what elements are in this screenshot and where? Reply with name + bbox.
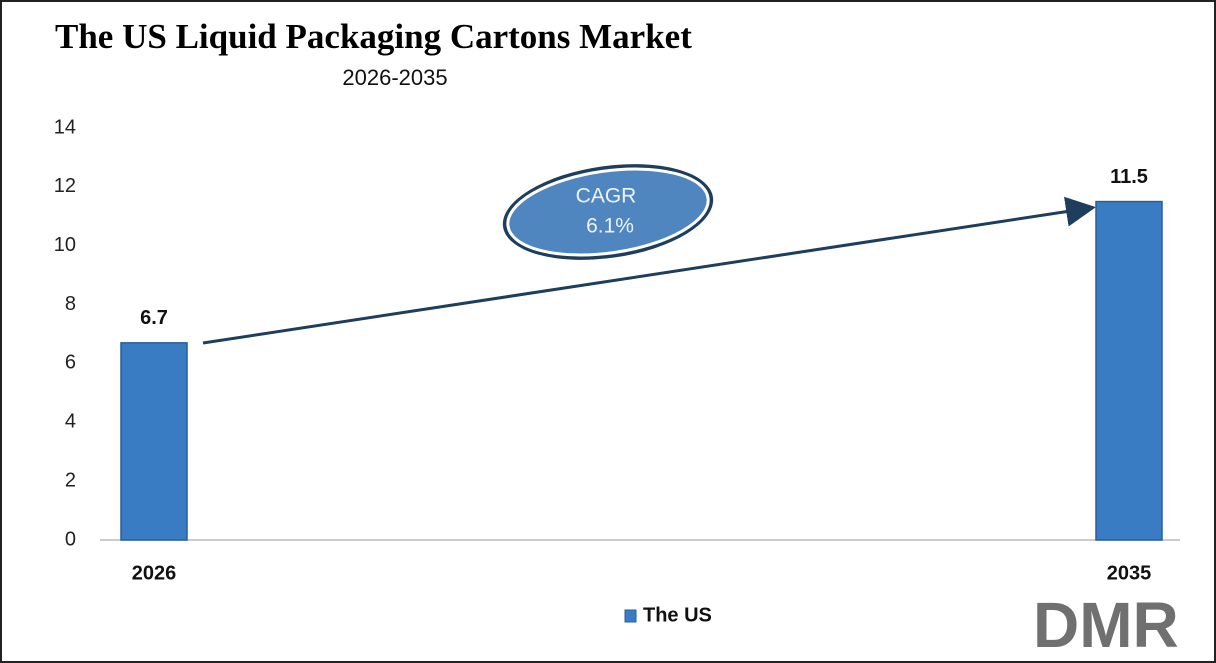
y-tick-label: 12 xyxy=(54,175,76,197)
cagr-ellipse xyxy=(506,167,710,257)
x-tick-label: 2035 xyxy=(1107,562,1152,584)
x-tick-label: 2026 xyxy=(132,562,177,584)
value-label: 11.5 xyxy=(1110,166,1148,188)
value-label: 6.7 xyxy=(140,307,168,329)
legend-label: The US xyxy=(643,604,712,626)
y-tick-label: 14 xyxy=(54,116,76,138)
bar xyxy=(120,342,188,541)
chart-title: The US Liquid Packaging Cartons Market xyxy=(55,17,692,56)
legend-swatch xyxy=(624,609,637,623)
y-tick-label: 6 xyxy=(65,352,76,374)
cagr-label: CAGR xyxy=(576,185,637,208)
y-tick-label: 0 xyxy=(65,528,76,550)
logo: DMR xyxy=(1033,589,1179,661)
y-tick-label: 10 xyxy=(54,234,76,256)
cagr-bubble xyxy=(502,164,714,260)
cagr-value: 6.1% xyxy=(586,215,634,238)
y-tick-label: 8 xyxy=(65,293,76,315)
bar xyxy=(1095,200,1163,541)
trend-arrow xyxy=(202,196,1096,345)
y-tick-label: 4 xyxy=(65,411,76,433)
chart-subtitle: 2026-2035 xyxy=(342,65,447,90)
y-tick-label: 2 xyxy=(65,469,76,491)
